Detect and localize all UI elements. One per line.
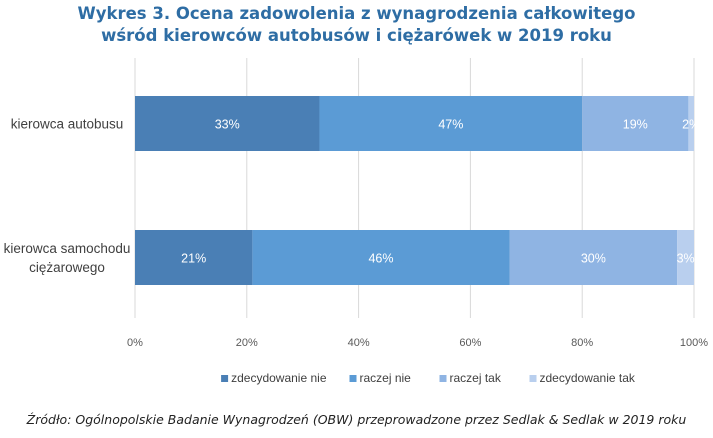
x-tick-label: 60% (459, 337, 481, 349)
chart-title-line: Wykres 3. Ocena zadowolenia z wynagrodze… (77, 4, 636, 23)
bar-segment (319, 96, 583, 151)
bar-segment (509, 230, 678, 285)
source-note: Źródło: Ogólnopolskie Badanie Wynagrodze… (26, 412, 687, 427)
legend-label: raczej nie (360, 371, 412, 385)
legend-swatch (529, 375, 537, 382)
legend-label: zdecydowanie nie (231, 371, 327, 385)
stacked-bar-chart: 0% 20% 40% 60% 80% 100% kierowca autobusu kiero… (4, 58, 708, 385)
data-label: 47% (438, 118, 463, 132)
legend-swatch (349, 375, 357, 382)
x-tick-label: 40% (348, 337, 370, 349)
bar-segment (135, 96, 320, 151)
x-tick-label: 0% (127, 337, 143, 349)
data-label: 30% (581, 252, 606, 266)
x-tick-label: 100% (680, 337, 708, 349)
x-tick-label: 20% (236, 337, 258, 349)
bar-segment (677, 230, 694, 285)
legend-swatch (439, 375, 447, 382)
chart-title: Wykres 3. Ocena zadowolenia z wynagrodze… (0, 3, 713, 47)
data-label: 21% (181, 252, 206, 266)
x-tick-label: 80% (571, 337, 593, 349)
bar-segment (252, 230, 510, 285)
data-label: 3% (677, 252, 695, 266)
legend-swatch (221, 375, 229, 382)
bar-segment (582, 96, 689, 151)
legend-label: raczej tak (450, 371, 502, 385)
category-label: kierowca autobusu (11, 117, 124, 132)
legend-label: zdecydowanie tak (540, 371, 636, 385)
chart-title-line: wśród kierowców autobusów i ciężarówek w… (101, 26, 612, 45)
category-label: ciężarowego (29, 260, 105, 275)
bar-segment (135, 230, 253, 285)
data-label: 33% (215, 118, 240, 132)
data-label: 46% (368, 252, 393, 266)
data-label: 2% (682, 118, 700, 132)
data-label: 19% (623, 118, 648, 132)
bar-segment (688, 96, 694, 151)
category-label: kierowca samochodu (4, 241, 131, 256)
